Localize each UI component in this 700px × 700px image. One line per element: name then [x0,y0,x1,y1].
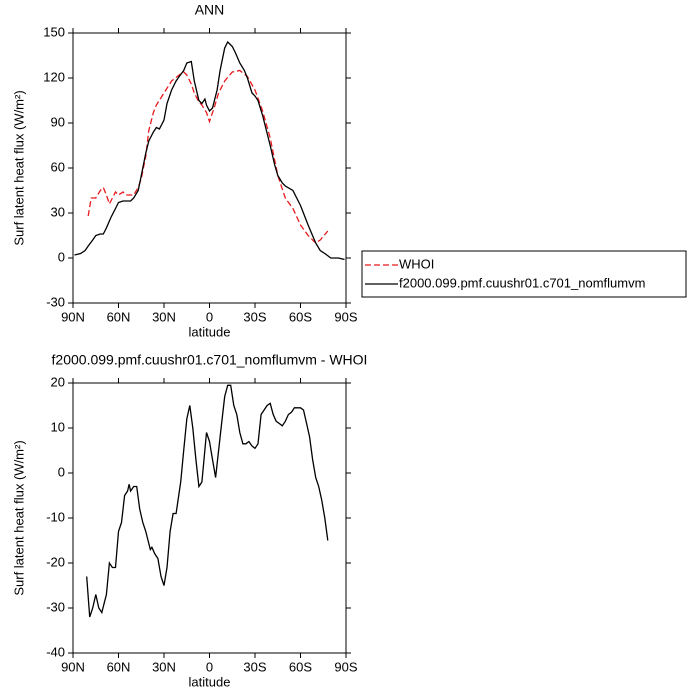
x-tick-label: 0 [206,659,213,674]
x-tick-label: 30N [152,659,176,674]
y-tick-label: 60 [51,159,65,174]
y-tick-label: 90 [51,114,65,129]
y-axis-label: Surf latent heat flux (W/m²) [11,440,26,595]
x-tick-label: 60N [107,659,131,674]
chart-title: f2000.099.pmf.cuushr01.c701_nomflumvm - … [52,352,368,368]
legend-label: f2000.099.pmf.cuushr01.c701_nomflumvm [399,275,645,290]
y-tick-label: 0 [58,249,65,264]
x-tick-label: 0 [206,309,213,324]
y-tick-label: -30 [46,294,65,309]
x-tick-label: 30S [243,309,266,324]
legend: WHOI f2000.099.pmf.cuushr01.c701_nomflumv… [361,250,687,298]
chart-title: ANN [195,2,225,18]
y-tick-label: 30 [51,204,65,219]
y-tick-label: -40 [46,644,65,659]
x-tick-label: 60S [289,659,312,674]
data-line [86,384,329,618]
data-line [87,69,329,244]
y-tick-label: -20 [46,554,65,569]
y-tick-label: 150 [43,24,65,39]
y-tick-label: 10 [51,419,65,434]
x-tick-label: 90N [61,309,85,324]
y-tick-label: -30 [46,599,65,614]
x-axis-label: latitude [189,674,231,689]
plot-frame [72,382,347,654]
x-tick-label: 30S [243,659,266,674]
data-line [74,40,345,261]
x-axis-label: latitude [189,324,231,339]
x-tick-label: 30N [152,309,176,324]
x-tick-label: 90S [334,309,357,324]
y-axis-label: Surf latent heat flux (W/m²) [11,90,26,245]
x-tick-label: 90N [61,659,85,674]
x-tick-label: 90S [334,659,357,674]
y-tick-label: 20 [51,374,65,389]
y-tick-label: -10 [46,509,65,524]
x-tick-label: 60N [107,309,131,324]
y-tick-label: 120 [43,69,65,84]
legend-box [361,250,687,298]
x-tick-label: 60S [289,309,312,324]
legend-label: WHOI [399,256,434,271]
plot-frame [72,32,347,304]
y-tick-label: 0 [58,464,65,479]
